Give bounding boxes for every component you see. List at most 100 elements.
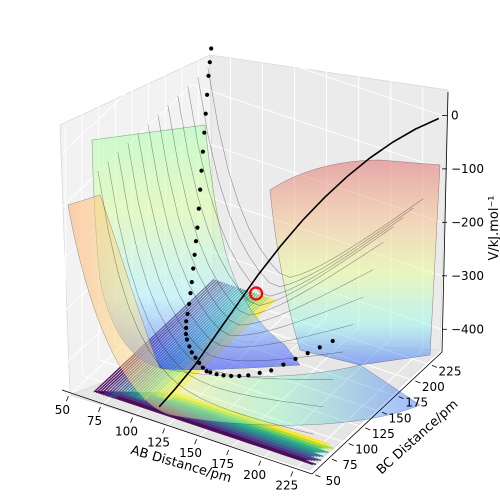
trajectory-point xyxy=(229,373,234,379)
x-tick-mark xyxy=(258,460,262,466)
y-tick-mark xyxy=(348,443,354,446)
trajectory-point xyxy=(221,373,226,378)
trajectory-point xyxy=(185,311,190,317)
trajectory-point xyxy=(246,373,251,378)
trajectory-point xyxy=(183,331,188,337)
trajectory-point xyxy=(205,92,210,97)
trajectory-point xyxy=(209,46,214,51)
trajectory-point xyxy=(237,373,242,379)
trajectory-point xyxy=(203,111,208,116)
x-tick-mark xyxy=(130,417,133,423)
trajectory-point xyxy=(184,319,189,324)
x-tick-label: 75 xyxy=(87,414,102,428)
x-tick-label: 175 xyxy=(211,457,234,471)
surface-wire xyxy=(197,77,414,288)
surface-front-sheet xyxy=(67,194,421,426)
x-tick-mark xyxy=(194,439,197,445)
trajectory-point xyxy=(189,280,194,285)
trajectory-point xyxy=(281,362,286,367)
trajectory-point xyxy=(193,239,199,244)
trajectory-point xyxy=(189,350,194,355)
trajectory-point xyxy=(207,60,212,65)
trajectory-point xyxy=(200,149,205,154)
surface-wire xyxy=(137,133,354,348)
surface-wire xyxy=(177,95,394,306)
start-point-marker xyxy=(249,286,264,301)
x-tick-mark xyxy=(162,428,165,434)
y-tick-mark xyxy=(415,380,421,384)
y-tick-label: 175 xyxy=(405,396,428,410)
x-tick-label: 150 xyxy=(179,446,202,460)
z-tick-label: −400 xyxy=(451,322,484,336)
y-tick-label: 125 xyxy=(372,427,395,441)
surface-wire xyxy=(187,86,404,297)
trajectory-point xyxy=(206,73,211,78)
x-tick-label: 100 xyxy=(115,425,138,439)
x-axis: 50 75 100 125 150 175 200 225 xyxy=(55,389,313,493)
reaction-path-curve xyxy=(158,117,440,408)
trajectory-point xyxy=(208,370,213,375)
trajectory-point xyxy=(184,337,190,342)
x-tick-mark xyxy=(66,396,69,402)
trajectory-point xyxy=(200,365,205,370)
y-tick-mark xyxy=(431,365,438,368)
trajectory-point xyxy=(317,345,322,350)
x-tick-label: 225 xyxy=(275,479,298,493)
trajectory-point xyxy=(188,291,193,296)
surface-wire xyxy=(147,123,364,336)
surface-mesh xyxy=(67,67,441,435)
trajectory-point xyxy=(187,344,192,349)
trajectory-point xyxy=(202,130,207,135)
trajectory-point xyxy=(199,168,204,173)
trajectory-point xyxy=(204,369,209,374)
y-tick-mark xyxy=(315,474,321,478)
surface-wire xyxy=(117,152,334,380)
surface-wire xyxy=(207,67,424,278)
surface-wire xyxy=(157,114,374,326)
trajectory-point xyxy=(196,206,201,211)
z-tick-label: −300 xyxy=(451,269,484,283)
z-tick-label: 0 xyxy=(451,108,459,122)
trajectory-point xyxy=(192,252,197,257)
z-axis: 0 −100 −200 −300 −400 xyxy=(441,91,484,353)
trajectory-point xyxy=(195,225,200,230)
trajectory-points xyxy=(183,46,335,379)
y-tick-label: 75 xyxy=(342,458,357,472)
surface-wire xyxy=(127,142,344,362)
trajectory-point xyxy=(198,187,203,192)
y-tick-label: 150 xyxy=(389,411,412,425)
y-tick-mark xyxy=(331,458,338,462)
surface-wireframe xyxy=(97,67,424,435)
trajectory-point xyxy=(293,356,298,361)
z-tick-label: −200 xyxy=(451,215,484,229)
x-tick-mark xyxy=(226,449,230,456)
trajectory-point xyxy=(184,325,189,330)
x-tick-mark xyxy=(290,471,294,477)
x-tick-label: 200 xyxy=(243,468,266,482)
z-axis-label: V/kJ.mol⁻¹ xyxy=(487,195,500,260)
z-tick-label: −100 xyxy=(451,162,484,176)
y-tick-label: 50 xyxy=(326,474,341,488)
y-tick-label: 200 xyxy=(422,380,445,394)
surface-right-wall xyxy=(269,159,441,366)
trajectory-point xyxy=(197,360,202,365)
surface-wire xyxy=(167,105,384,316)
x-tick-label: 125 xyxy=(147,436,170,450)
y-tick-label: 100 xyxy=(355,443,378,457)
reaction-path-line xyxy=(158,117,440,408)
y-tick-label: 225 xyxy=(439,364,462,378)
back-grid-line-horizontal xyxy=(61,30,443,154)
x-tick-label: 50 xyxy=(55,403,70,417)
trajectory-point xyxy=(257,370,262,375)
trajectory-point xyxy=(191,266,196,271)
trajectory-point xyxy=(269,368,274,373)
trajectory-point xyxy=(330,338,335,344)
trajectory-point xyxy=(187,301,192,307)
x-tick-mark xyxy=(98,406,101,413)
surface-wire xyxy=(107,161,324,408)
trajectory-point xyxy=(193,355,198,360)
y-tick-mark xyxy=(381,411,388,415)
trajectory-point xyxy=(305,351,310,356)
surface-wire xyxy=(97,170,314,435)
